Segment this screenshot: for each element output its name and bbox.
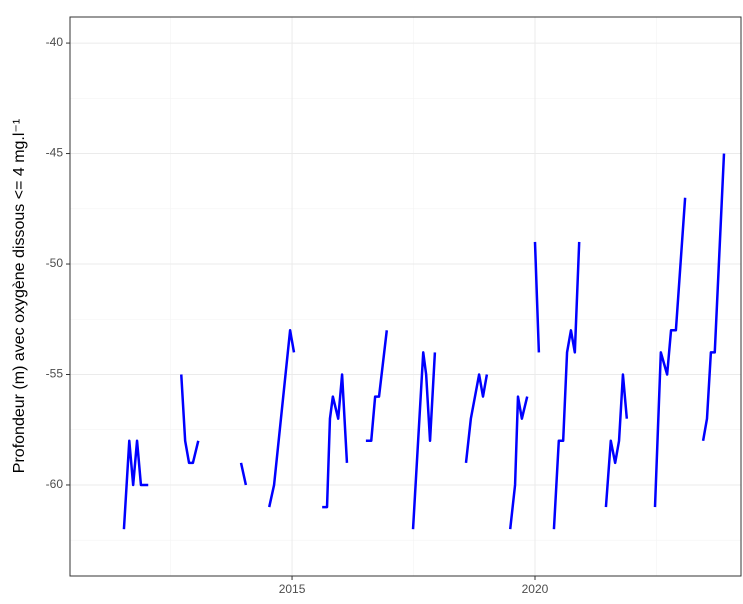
y-tick-label: -50 — [46, 256, 64, 270]
data-line — [122, 153, 726, 530]
x-tick-label: 2020 — [522, 582, 549, 596]
y-axis-label: Profondeur (m) avec oxygène dissous <= 4… — [11, 119, 28, 473]
x-tick-label: 2015 — [279, 582, 306, 596]
plot-border — [69, 16, 742, 577]
y-tick-label: -45 — [46, 146, 64, 160]
y-tick-label: -55 — [46, 367, 64, 381]
y-tick-label: -40 — [46, 35, 64, 49]
y-tick-label: -60 — [46, 477, 64, 491]
